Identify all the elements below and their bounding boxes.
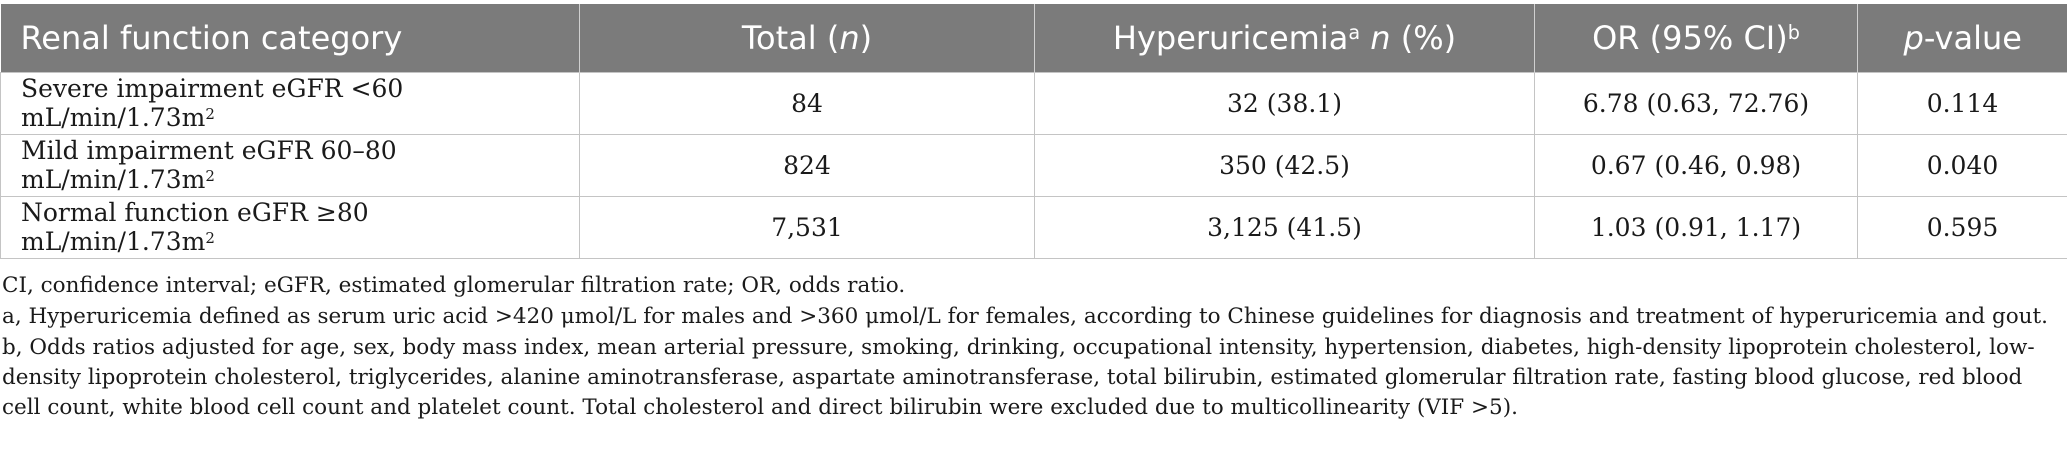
table-footnotes: CI, confidence interval; eGFR, estimated… — [2, 271, 2062, 424]
cell-category: Mild impairment eGFR 60–80 mL/min/1.73m2 — [0, 133, 580, 197]
table-header-row: Renal function category Total (n) Hyperu… — [0, 4, 2067, 72]
header-p-value: p-value — [1857, 4, 2067, 72]
cell-hyperuricemia: 3,125 (41.5) — [1034, 195, 1535, 259]
cell-odds-ratio: 6.78 (0.63, 72.76) — [1534, 71, 1858, 135]
table-row: Mild impairment eGFR 60–80 mL/min/1.73m2… — [0, 133, 2067, 197]
cell-total: 84 — [579, 71, 1035, 135]
table-row: Normal function eGFR ≥80 mL/min/1.73m2 7… — [0, 195, 2067, 259]
renal-function-table: Renal function category Total (n) Hyperu… — [0, 4, 2067, 259]
cell-hyperuricemia: 350 (42.5) — [1034, 133, 1535, 197]
cell-p-value: 0.040 — [1857, 133, 2067, 197]
header-category: Renal function category — [0, 4, 580, 72]
cell-odds-ratio: 0.67 (0.46, 0.98) — [1534, 133, 1858, 197]
cell-category: Severe impairment eGFR <60 mL/min/1.73m2 — [0, 71, 580, 135]
cell-hyperuricemia: 32 (38.1) — [1034, 71, 1535, 135]
cell-odds-ratio: 1.03 (0.91, 1.17) — [1534, 195, 1858, 259]
footnote-a: a, Hyperuricemia defined as serum uric a… — [2, 304, 2048, 329]
header-hyperuricemia: Hyperuricemiaa n (%) — [1034, 4, 1535, 72]
cell-category: Normal function eGFR ≥80 mL/min/1.73m2 — [0, 195, 580, 259]
cell-total: 7,531 — [579, 195, 1035, 259]
header-total: Total (n) — [579, 4, 1035, 72]
footnote-b: b, Odds ratios adjusted for age, sex, bo… — [2, 335, 2035, 420]
footnote-abbreviations: CI, confidence interval; eGFR, estimated… — [2, 273, 906, 298]
renal-function-table-container: Renal function category Total (n) Hyperu… — [0, 4, 2067, 259]
header-odds-ratio: OR (95% CI)b — [1534, 4, 1858, 72]
table-row: Severe impairment eGFR <60 mL/min/1.73m2… — [0, 71, 2067, 135]
cell-p-value: 0.595 — [1857, 195, 2067, 259]
cell-p-value: 0.114 — [1857, 71, 2067, 135]
cell-total: 824 — [579, 133, 1035, 197]
